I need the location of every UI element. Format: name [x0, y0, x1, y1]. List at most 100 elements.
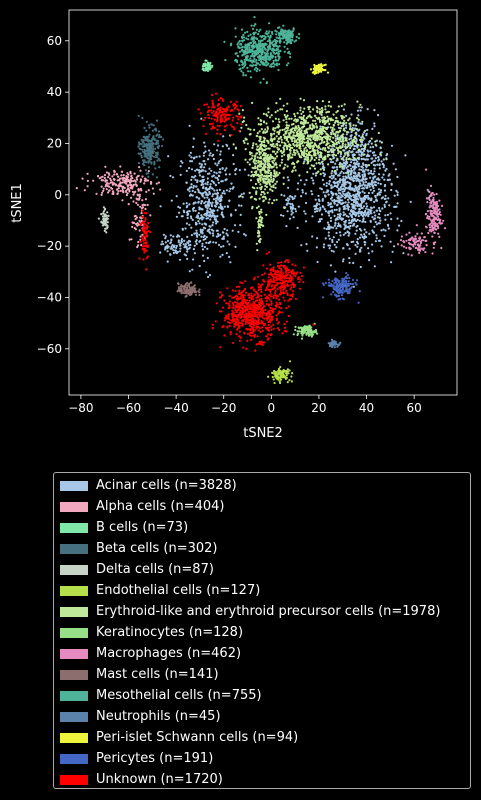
data-point: [324, 135, 327, 138]
data-point: [155, 142, 158, 146]
data-point: [343, 129, 346, 132]
data-point: [366, 169, 370, 172]
data-point: [365, 207, 368, 210]
data-point: [152, 136, 155, 139]
data-point: [309, 150, 312, 153]
data-point: [331, 345, 334, 349]
data-point: [186, 282, 189, 285]
data-point: [344, 139, 347, 142]
data-point: [254, 31, 257, 34]
data-point: [396, 243, 400, 246]
data-point: [316, 151, 320, 154]
data-point: [263, 151, 266, 155]
data-point: [361, 178, 364, 181]
data-point: [216, 196, 219, 199]
data-point: [267, 375, 270, 378]
data-point: [363, 131, 366, 134]
data-point: [253, 128, 256, 131]
data-point: [274, 186, 277, 189]
data-point: [303, 147, 306, 150]
data-point: [331, 238, 334, 242]
data-point: [238, 50, 242, 53]
data-point: [329, 158, 332, 161]
data-point: [342, 181, 345, 184]
data-point: [371, 127, 374, 130]
data-point: [382, 196, 385, 199]
data-point: [306, 135, 310, 138]
data-point: [183, 253, 186, 256]
data-point: [257, 164, 260, 167]
data-point: [213, 189, 216, 192]
data-point: [206, 183, 209, 186]
data-point: [249, 33, 252, 36]
data-point: [299, 97, 302, 100]
data-point: [190, 186, 193, 189]
data-point: [359, 109, 362, 112]
data-point: [301, 132, 304, 136]
data-point: [290, 210, 293, 213]
data-point: [280, 28, 283, 31]
data-point: [218, 160, 221, 163]
data-point: [266, 50, 269, 53]
data-point: [367, 252, 370, 255]
data-point: [358, 227, 361, 231]
data-point: [124, 181, 127, 184]
data-point: [363, 148, 366, 151]
data-point: [319, 153, 322, 156]
data-point: [390, 188, 393, 192]
data-point: [352, 153, 355, 156]
data-point: [380, 245, 383, 248]
data-point: [356, 204, 359, 207]
data-point: [196, 235, 199, 238]
data-point: [318, 135, 321, 138]
data-point: [344, 213, 347, 216]
data-point: [204, 59, 207, 62]
data-point: [314, 122, 317, 125]
data-point: [374, 194, 377, 198]
data-point: [366, 186, 369, 189]
data-point: [218, 188, 221, 191]
data-point: [151, 129, 154, 132]
data-point: [352, 261, 355, 265]
data-point: [390, 218, 393, 221]
data-point: [211, 64, 214, 67]
data-point: [368, 259, 371, 262]
data-point: [280, 214, 283, 217]
data-point: [366, 212, 369, 215]
data-point: [306, 160, 309, 163]
data-point: [263, 154, 266, 157]
data-point: [312, 125, 316, 128]
data-point: [221, 237, 224, 240]
data-point: [134, 214, 137, 218]
data-point: [218, 168, 222, 171]
data-point: [301, 153, 304, 156]
data-point: [269, 174, 272, 177]
data-point: [327, 223, 330, 226]
data-point: [340, 152, 343, 156]
data-point: [348, 163, 351, 167]
data-point: [293, 134, 296, 137]
data-point: [179, 173, 182, 176]
data-point: [337, 123, 340, 126]
data-point: [245, 55, 248, 58]
data-point: [198, 293, 201, 297]
data-point: [184, 227, 187, 230]
data-point: [330, 118, 333, 121]
data-point: [307, 108, 310, 111]
data-point: [260, 128, 263, 131]
data-point: [279, 144, 282, 147]
data-point: [333, 208, 336, 212]
data-point: [274, 117, 277, 120]
data-point: [342, 183, 345, 186]
data-point: [209, 61, 212, 65]
data-point: [285, 118, 288, 121]
data-point: [183, 291, 186, 294]
data-point: [255, 159, 258, 162]
data-point: [222, 190, 225, 193]
data-point: [384, 197, 387, 200]
data-point: [212, 198, 215, 201]
data-point: [322, 246, 325, 249]
data-point: [83, 189, 86, 192]
data-point: [328, 182, 331, 186]
data-point: [370, 181, 373, 184]
